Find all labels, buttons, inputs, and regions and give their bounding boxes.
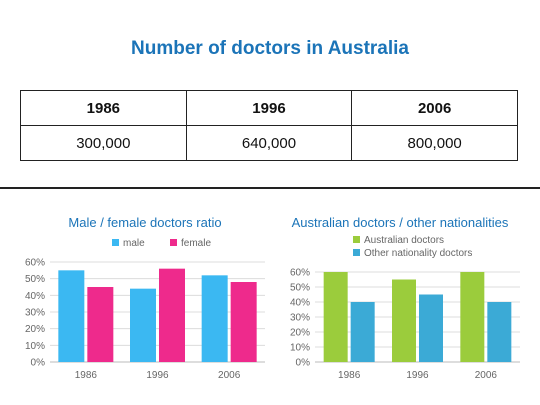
bar-australian-doctors-1986 — [323, 272, 348, 362]
x-tick-label: 1996 — [146, 370, 169, 381]
x-tick-label: 1996 — [406, 370, 429, 381]
y-tick-label: 0% — [296, 358, 311, 369]
y-tick-label: 20% — [290, 328, 310, 339]
x-tick-label: 2006 — [475, 370, 498, 381]
table-row: 300,000 640,000 800,000 — [20, 125, 518, 161]
y-tick-label: 30% — [290, 313, 310, 324]
legend-label: Other nationality doctors — [364, 248, 472, 259]
bar-female-1986 — [87, 287, 114, 362]
chart-title: Male / female doctors ratio — [68, 215, 221, 230]
page-title: Number of doctors in Australia — [131, 38, 409, 59]
x-tick-label: 1986 — [338, 370, 361, 381]
nationality-chart: Australian doctors / other nationalities… — [290, 215, 520, 381]
bar-other-nationality-doctors-2006 — [487, 302, 512, 362]
x-tick-label: 2006 — [218, 370, 241, 381]
bar-female-1996 — [159, 268, 185, 362]
table-cell: 300,000 — [20, 125, 187, 161]
legend-label: female — [181, 238, 211, 249]
legend-swatch-female — [170, 239, 177, 246]
legend-label: male — [123, 238, 145, 249]
legend-label: Australian doctors — [364, 235, 444, 246]
bar-male-1996 — [130, 288, 156, 362]
bar-australian-doctors-2006 — [460, 272, 485, 362]
y-tick-label: 50% — [290, 283, 310, 294]
y-tick-label: 40% — [25, 291, 45, 302]
y-tick-label: 60% — [290, 268, 310, 279]
x-tick-label: 1986 — [75, 370, 98, 381]
legend-swatch-australian-doctors — [353, 236, 360, 243]
legend-swatch-male — [112, 239, 119, 246]
section-divider — [0, 187, 540, 189]
table-header-row: 1986 1996 2006 — [20, 90, 518, 126]
table-cell: 800,000 — [351, 125, 518, 161]
legend-swatch-other-nationality-doctors — [353, 249, 360, 256]
chart-title: Australian doctors / other nationalities — [292, 215, 509, 230]
y-tick-label: 10% — [25, 341, 45, 352]
y-tick-label: 40% — [290, 298, 310, 309]
bar-australian-doctors-1996 — [392, 279, 416, 362]
y-tick-label: 60% — [25, 258, 45, 269]
y-tick-label: 20% — [25, 324, 45, 335]
bar-other-nationality-doctors-1996 — [419, 294, 443, 362]
table-cell: 640,000 — [185, 125, 353, 161]
doctors-summary-table: 1986 1996 2006 300,000 640,000 800,000 — [20, 90, 518, 161]
bar-female-2006 — [230, 282, 257, 362]
bar-male-1986 — [58, 270, 85, 362]
y-tick-label: 30% — [25, 308, 45, 319]
table-header-cell: 1986 — [20, 90, 187, 126]
y-tick-label: 10% — [290, 343, 310, 354]
gender-ratio-chart: Male / female doctors ratio male female 0% 1… — [25, 215, 265, 381]
bar-other-nationality-doctors-1986 — [350, 302, 375, 362]
bar-male-2006 — [201, 275, 228, 362]
table-header-cell: 2006 — [351, 90, 518, 126]
y-tick-label: 0% — [31, 358, 46, 369]
table-header-cell: 1996 — [185, 90, 353, 126]
y-tick-label: 50% — [25, 274, 45, 285]
